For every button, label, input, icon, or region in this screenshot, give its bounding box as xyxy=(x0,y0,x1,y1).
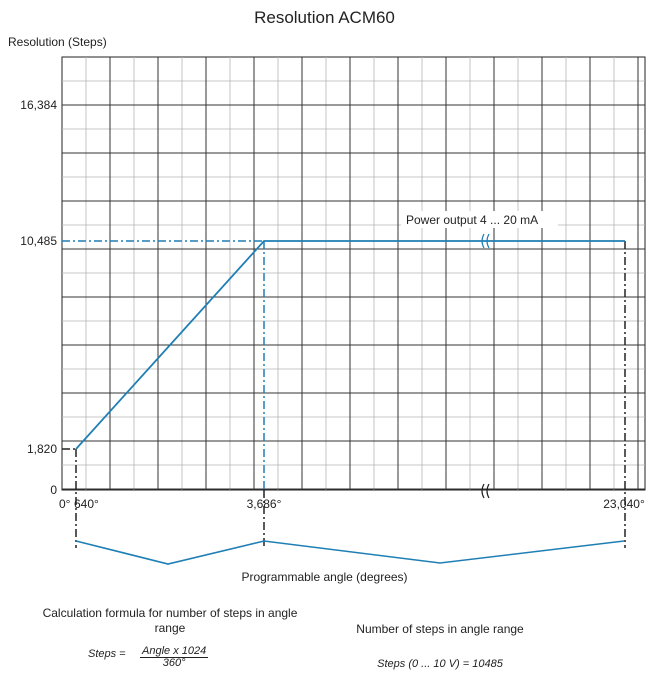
annotation-bg xyxy=(401,211,558,228)
x-tick-label: 3,686° xyxy=(247,497,282,511)
ticks: 16,384 10,485 1,820 00° 640° 3,686° 23,040° xyxy=(20,98,645,511)
formula-left-lhs: Steps = xyxy=(88,648,126,660)
grid xyxy=(61,56,646,491)
formula-left-title: Calculation formula for number of steps … xyxy=(42,606,298,635)
chart-title: Resolution ACM60 xyxy=(254,8,395,27)
formula-numerator: Angle x 1024 xyxy=(140,645,209,658)
formula-right-title: Number of steps in angle range xyxy=(356,622,524,636)
axis-break-top xyxy=(481,233,490,249)
y-tick-label: 1,820 xyxy=(27,442,57,456)
y-tick-label: 16,384 xyxy=(20,98,57,112)
axis-break-bottom xyxy=(481,483,490,499)
y-tick-label: 10,485 xyxy=(20,234,57,248)
x-axis-label: Programmable angle (degrees) xyxy=(241,570,408,584)
formula-fraction: Angle x 1024 360° xyxy=(140,645,209,669)
range-bracket xyxy=(75,540,625,565)
marks: Power output 4 ... 20 mA xyxy=(62,211,626,565)
formula-right-equation: Steps (0 ... 10 V) = 10485 xyxy=(377,658,503,670)
formula-left-equation: Steps = Angle x 1024 360° xyxy=(88,645,209,669)
y-axis-label: Resolution (Steps) xyxy=(8,35,107,49)
x-tick-label: 640° xyxy=(74,497,99,511)
annotation-text: Power output 4 ... 20 mA xyxy=(406,213,538,227)
y-tick-label: 0 xyxy=(50,483,57,497)
x-tick-label: 0° xyxy=(59,497,71,511)
x-tick-label: 23,040° xyxy=(603,497,645,511)
series-line xyxy=(75,240,625,450)
formula-denominator: 360° xyxy=(162,657,186,669)
plot-frame xyxy=(61,56,646,491)
